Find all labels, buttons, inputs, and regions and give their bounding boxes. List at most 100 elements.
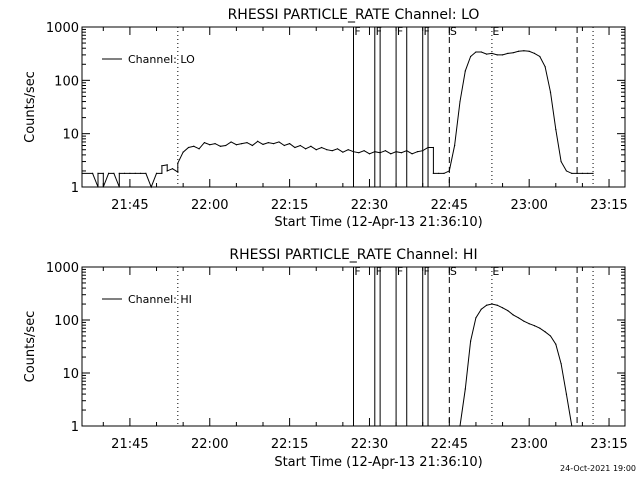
- data-point: [182, 151, 184, 153]
- data-point: [576, 172, 578, 174]
- data-point: [320, 146, 323, 149]
- data-point: [549, 91, 552, 93]
- data-point: [129, 172, 131, 174]
- data-point: [187, 146, 190, 149]
- data-point: [523, 50, 525, 52]
- data-point: [544, 66, 546, 68]
- data-point: [257, 140, 259, 142]
- data-point: [549, 335, 552, 337]
- data-point: [193, 145, 195, 147]
- chart-title: RHESSI PARTICLE_RATE Channel: HI: [229, 247, 477, 263]
- data-point: [145, 172, 147, 174]
- chart-title: RHESSI PARTICLE_RATE Channel: LO: [228, 7, 480, 23]
- data-point: [198, 148, 200, 150]
- data-point: [485, 304, 488, 306]
- data-point: [475, 51, 477, 53]
- data-point: [134, 172, 136, 174]
- data-point: [432, 172, 434, 174]
- data-point: [390, 153, 392, 155]
- event-marker-label: F: [354, 265, 360, 278]
- data-point: [326, 149, 328, 151]
- data-point: [336, 148, 339, 150]
- x-axis-label: Start Time (12-Apr-13 21:36:10): [274, 455, 482, 470]
- data-point: [464, 388, 466, 390]
- data-point: [262, 143, 264, 145]
- legend-label: Channel: HI: [128, 293, 192, 306]
- data-point: [384, 150, 387, 152]
- data-point: [219, 145, 222, 147]
- data-point: [587, 172, 589, 174]
- data-point: [177, 171, 179, 173]
- data-point: [166, 164, 168, 166]
- data-point: [517, 50, 520, 52]
- data-point: [209, 144, 211, 146]
- data-point: [416, 151, 418, 153]
- legend-label: Channel: LO: [128, 53, 195, 66]
- data-point: [278, 141, 280, 143]
- data-point: [507, 52, 509, 54]
- data-point: [177, 162, 179, 164]
- data-point: [368, 153, 371, 155]
- data-point: [507, 310, 509, 312]
- data-point: [400, 152, 403, 154]
- x-tick-label: 21:45: [111, 437, 148, 452]
- data-point: [97, 172, 99, 174]
- data-point: [480, 308, 482, 310]
- y-tick-label: 1: [71, 181, 79, 196]
- data-point: [310, 145, 312, 147]
- data-point: [161, 165, 163, 167]
- x-tick-label: 22:15: [271, 198, 308, 213]
- series-line: [459, 303, 573, 427]
- data-point: [283, 144, 285, 147]
- event-marker-label: F: [376, 25, 382, 38]
- data-point: [427, 146, 429, 149]
- data-point: [304, 148, 307, 150]
- data-point: [225, 144, 227, 147]
- data-point: [501, 54, 504, 56]
- data-point: [517, 317, 520, 319]
- x-tick-label: 23:15: [590, 198, 627, 213]
- event-marker-label: F: [397, 265, 403, 278]
- data-point: [485, 53, 488, 55]
- data-point: [299, 144, 301, 147]
- data-point: [358, 152, 360, 154]
- data-point: [528, 50, 530, 52]
- data-point: [565, 393, 568, 395]
- data-point: [331, 150, 333, 152]
- data-point: [289, 143, 291, 145]
- data-point: [459, 425, 461, 427]
- data-point: [374, 151, 376, 153]
- y-tick-label: 10: [62, 367, 79, 382]
- data-point: [139, 172, 142, 174]
- data-point: [438, 172, 440, 174]
- data-point: [102, 186, 104, 188]
- data-point: [544, 331, 546, 333]
- y-tick-label: 100: [54, 314, 79, 329]
- data-point: [92, 172, 94, 174]
- data-point: [171, 168, 174, 170]
- data-point: [560, 160, 562, 163]
- data-point: [123, 172, 126, 174]
- data-point: [443, 172, 445, 174]
- data-point: [432, 146, 434, 149]
- data-point: [555, 128, 557, 131]
- data-point: [363, 150, 365, 152]
- data-point: [555, 343, 557, 345]
- data-point: [533, 52, 536, 54]
- data-point: [528, 323, 530, 325]
- data-point: [422, 150, 424, 152]
- data-point: [491, 303, 493, 305]
- data-point: [273, 143, 275, 145]
- x-tick-label: 22:00: [191, 437, 228, 452]
- data-point: [592, 172, 594, 174]
- data-point: [560, 363, 562, 365]
- data-point: [539, 327, 541, 329]
- x-axis-label: Start Time (12-Apr-13 21:36:10): [274, 215, 482, 230]
- data-point: [230, 141, 232, 143]
- y-tick-label: 100: [54, 74, 79, 89]
- data-point: [464, 70, 466, 72]
- data-point: [571, 425, 573, 427]
- event-marker-label: S: [450, 25, 457, 38]
- data-point: [501, 307, 504, 309]
